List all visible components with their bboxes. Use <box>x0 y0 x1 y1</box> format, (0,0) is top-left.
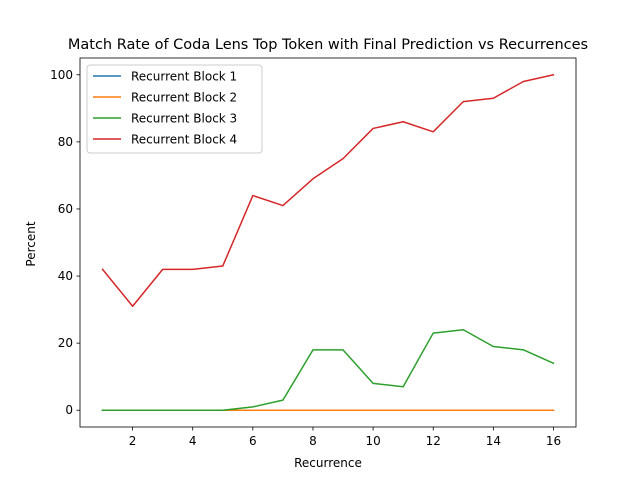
x-tick-label: 8 <box>309 434 317 448</box>
x-tick-label: 16 <box>546 434 561 448</box>
series-line-4 <box>101 73 555 307</box>
x-tick-label: 4 <box>189 434 197 448</box>
y-tick-label: 0 <box>65 403 73 417</box>
x-axis: 2 4 6 8 10 12 14 16 <box>129 427 561 448</box>
legend-label: Recurrent Block 4 <box>131 133 237 147</box>
y-axis: 0 20 40 60 80 100 <box>50 68 80 417</box>
y-tick-label: 40 <box>58 269 73 283</box>
y-tick-label: 80 <box>58 135 73 149</box>
y-tick-label: 20 <box>58 336 73 350</box>
x-tick-label: 6 <box>249 434 257 448</box>
legend-box <box>86 64 263 154</box>
legend-label: Recurrent Block 2 <box>131 91 237 105</box>
y-tick-label: 100 <box>50 68 73 82</box>
series-line-3 <box>101 328 555 411</box>
x-tick-label: 2 <box>129 434 137 448</box>
legend: Recurrent Block 1 Recurrent Block 2 Recurr… <box>86 64 263 154</box>
y-tick-label: 60 <box>58 202 73 216</box>
x-tick-label: 12 <box>426 434 441 448</box>
x-tick-label: 10 <box>365 434 380 448</box>
plot-area <box>79 57 577 428</box>
x-tick-label: 14 <box>486 434 501 448</box>
legend-label: Recurrent Block 1 <box>131 70 237 84</box>
legend-label: Recurrent Block 3 <box>131 112 237 126</box>
y-axis-label: Percent <box>24 221 38 266</box>
plot-frame <box>79 57 577 428</box>
x-axis-label: Recurrence <box>294 456 362 470</box>
chart-title: Match Rate of Coda Lens Top Token with F… <box>68 37 588 53</box>
